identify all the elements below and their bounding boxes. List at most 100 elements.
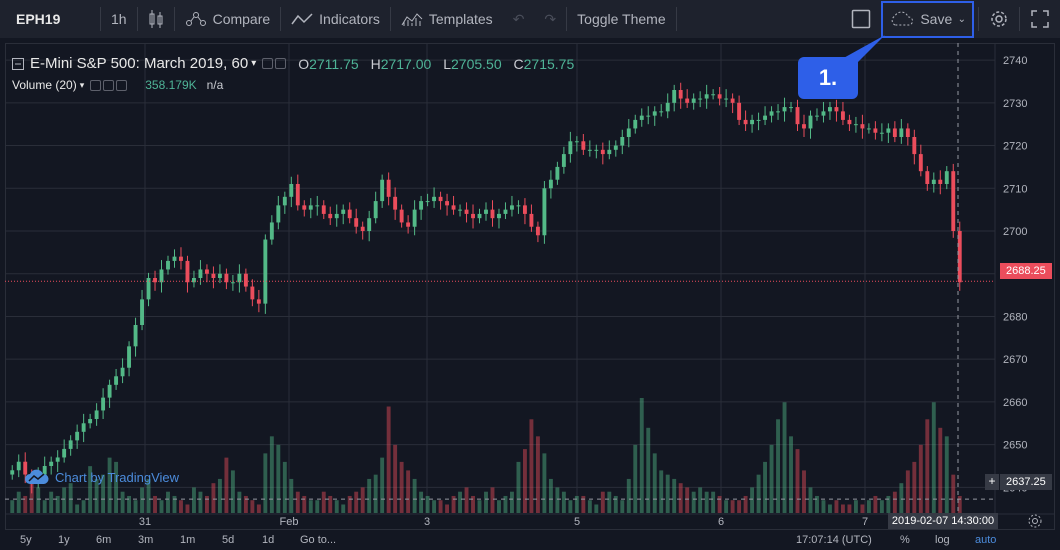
volume-bar — [626, 478, 631, 513]
candle-body — [626, 128, 631, 137]
candle-body — [639, 115, 644, 120]
candle-body — [782, 107, 787, 112]
volume-bar — [88, 466, 93, 513]
log-toggle[interactable]: log — [935, 534, 950, 546]
toolbar-divider — [1019, 7, 1020, 31]
volume-bar — [315, 500, 320, 513]
volume-bar — [328, 495, 333, 513]
range-5d[interactable]: 5d — [222, 534, 235, 546]
volume-bar — [821, 500, 826, 513]
add-alert-button[interactable]: + — [985, 474, 999, 490]
volume-bar — [321, 491, 326, 513]
chart-pane[interactable] — [5, 43, 1055, 530]
candle-body — [198, 269, 203, 278]
volume-bar — [179, 500, 183, 513]
x-tick-label: 7 — [862, 516, 868, 528]
settings-button[interactable] — [979, 0, 1019, 38]
chevron-down-icon[interactable]: ⌄ — [957, 13, 966, 25]
x-tick-label: 31 — [139, 516, 151, 528]
price-chart[interactable]: 2640265026602670268026902700271027202730… — [5, 43, 1055, 530]
candle-body — [23, 461, 28, 475]
volume-bar — [730, 500, 735, 513]
indicators-button[interactable]: Indicators — [281, 0, 390, 38]
volume-bar — [10, 500, 15, 513]
candle-body — [140, 299, 144, 325]
candle-body — [133, 325, 138, 347]
candle-body — [925, 171, 930, 184]
candle-body — [802, 124, 806, 129]
volume-bar — [36, 487, 41, 513]
volume-menu-icon[interactable]: ▾ — [79, 79, 85, 90]
auto-toggle[interactable]: auto — [975, 534, 997, 546]
volume-bar — [548, 478, 553, 513]
candle-body — [737, 102, 742, 120]
candle-body — [464, 209, 469, 214]
volume-bar — [347, 495, 352, 513]
y-tick-label: 2660 — [1003, 397, 1027, 409]
candle-body — [458, 209, 462, 211]
candle-body — [432, 196, 437, 202]
templates-button[interactable]: Templates — [391, 0, 503, 38]
tradingview-watermark[interactable]: Chart by TradingView — [25, 469, 179, 485]
candle-body — [445, 201, 450, 206]
gear-icon[interactable] — [103, 79, 115, 91]
range-5y[interactable]: 5y — [20, 534, 32, 546]
range-3m[interactable]: 3m — [138, 534, 154, 546]
candle-body — [146, 278, 151, 300]
candle-body — [386, 179, 391, 197]
volume-bar — [828, 504, 832, 513]
volume-bar — [587, 500, 592, 513]
redo-button[interactable]: ↷ — [534, 0, 566, 38]
expand-button[interactable] — [1020, 0, 1060, 38]
close-icon[interactable] — [116, 79, 128, 91]
compare-button[interactable]: Compare — [175, 0, 281, 38]
fullscreen-toggle[interactable] — [841, 0, 881, 38]
clock[interactable]: 17:07:14 (UTC) — [796, 534, 872, 546]
candle-body — [354, 218, 359, 227]
volume-bar — [484, 491, 488, 513]
undo-button[interactable]: ↶ — [503, 0, 535, 38]
volume-bar — [230, 470, 235, 513]
volume-title[interactable]: Volume (20) — [12, 78, 77, 92]
candle-body — [276, 205, 281, 223]
range-1d[interactable]: 1d — [262, 534, 275, 546]
range-1m[interactable]: 1m — [180, 534, 196, 546]
range-6m[interactable]: 6m — [96, 534, 112, 546]
eye-icon[interactable] — [90, 79, 102, 91]
toolbar-divider — [566, 7, 568, 31]
series-title[interactable]: E-Mini S&P 500: March 2019, 60 — [30, 55, 249, 72]
volume-bar — [55, 495, 60, 513]
candle-body — [665, 102, 670, 112]
volume-bar — [808, 487, 813, 513]
volume-bar — [789, 436, 793, 513]
top-toolbar: EPH19 1h Compare Indicators Templates ↶ — [0, 0, 1060, 38]
collapse-icon[interactable] — [12, 57, 24, 70]
percent-toggle[interactable]: % — [900, 534, 910, 546]
axis-settings-icon[interactable] — [1027, 513, 1043, 529]
candle-body — [302, 205, 307, 210]
volume-actions[interactable] — [90, 79, 129, 91]
templates-label: Templates — [428, 11, 493, 27]
volume-bar — [542, 453, 547, 513]
chart-style-button[interactable] — [138, 0, 174, 38]
volume-bar — [522, 449, 527, 513]
toggle-theme-button[interactable]: Toggle Theme — [577, 11, 666, 27]
goto-button[interactable]: Go to... — [300, 534, 337, 546]
candle-body — [373, 201, 378, 219]
volume-bar — [256, 504, 261, 513]
range-1y[interactable]: 1y — [58, 534, 70, 546]
series-actions[interactable] — [262, 58, 288, 69]
eye-icon[interactable] — [262, 58, 274, 69]
gear-icon[interactable] — [275, 58, 287, 69]
candle-body — [866, 128, 871, 130]
volume-bar — [834, 500, 839, 513]
volume-bar — [711, 491, 716, 513]
volume-bar — [341, 504, 346, 513]
y-tick-label: 2740 — [1003, 55, 1027, 67]
volume-ma-value: n/a — [206, 78, 224, 92]
y-tick-label: 2700 — [1003, 226, 1027, 238]
save-button[interactable]: Save ⌄ — [881, 0, 974, 38]
symbol-search[interactable]: EPH19 — [16, 11, 61, 27]
interval-button[interactable]: 1h — [111, 11, 127, 27]
series-menu-icon[interactable]: ▾ — [251, 58, 257, 69]
